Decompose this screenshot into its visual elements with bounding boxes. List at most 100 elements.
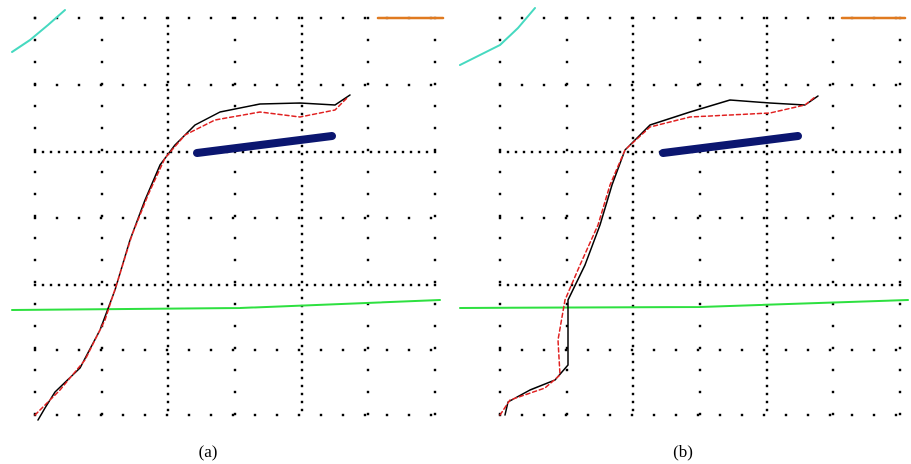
grid-dot — [42, 284, 44, 286]
grid-dot — [188, 84, 190, 86]
grid-dot — [301, 329, 303, 331]
grid-dot — [632, 225, 634, 227]
grid-dot — [587, 151, 589, 153]
grid-dot — [766, 297, 768, 299]
grid-dot — [766, 25, 768, 27]
grid-dot — [78, 17, 80, 19]
grid-dot — [367, 347, 369, 349]
grid-dot — [167, 121, 169, 123]
grid-dot — [747, 284, 749, 286]
grid-dot — [891, 284, 893, 286]
grid-dot — [282, 151, 284, 153]
grid-dot — [587, 349, 589, 351]
grid-dot — [699, 61, 701, 63]
grid-dot — [827, 284, 829, 286]
grid-dot — [741, 349, 743, 351]
grid-dot — [632, 369, 634, 371]
grid-dot — [766, 185, 768, 187]
grid-dot — [499, 303, 501, 305]
grid-dot — [322, 284, 324, 286]
grid-dot — [386, 284, 388, 286]
grid-dot — [609, 414, 611, 416]
grid-dot — [320, 84, 322, 86]
grid-dot — [301, 89, 303, 91]
grid-dot — [100, 17, 102, 19]
grid-dot — [362, 284, 364, 286]
grid-dot — [832, 105, 834, 107]
grid-dot — [314, 284, 316, 286]
grid-dot — [699, 237, 701, 239]
grid-dot — [314, 151, 316, 153]
grid-dot — [579, 284, 581, 286]
grid-dot — [766, 257, 768, 259]
grid-dot — [34, 61, 36, 63]
grid-dot — [154, 284, 156, 286]
grid-dot — [364, 84, 366, 86]
grid-dot — [167, 137, 169, 139]
grid-dot — [338, 151, 340, 153]
grid-dot — [367, 61, 369, 63]
grid-dot — [867, 284, 869, 286]
grid-dot — [899, 61, 901, 63]
grid-dot — [499, 171, 501, 173]
grid-dot — [167, 273, 169, 275]
grid-dot — [747, 151, 749, 153]
grid-dot — [56, 414, 58, 416]
grid-dot — [566, 369, 568, 371]
grid-dot — [539, 151, 541, 153]
grid-dot — [434, 61, 436, 63]
grid-dot — [653, 17, 655, 19]
grid-dot — [301, 385, 303, 387]
grid-dot — [653, 349, 655, 351]
grid-dot — [566, 61, 568, 63]
grid-dot — [276, 17, 278, 19]
grid-dot — [766, 265, 768, 267]
grid-dot — [301, 257, 303, 259]
grid-dot — [632, 401, 634, 403]
grid-dot — [186, 151, 188, 153]
grid-dot — [895, 217, 897, 219]
grid-dot — [276, 84, 278, 86]
grid-dot — [611, 151, 613, 153]
grid-dot — [899, 39, 901, 41]
grid-dot — [342, 414, 344, 416]
grid-dot — [565, 17, 567, 19]
grid-dot — [521, 84, 523, 86]
grid-dot — [899, 127, 901, 129]
grid-dot — [162, 151, 164, 153]
grid-dot — [531, 151, 533, 153]
grid-dot — [632, 281, 634, 283]
grid-dot — [507, 284, 509, 286]
grid-dot — [418, 284, 420, 286]
grid-dot — [434, 151, 436, 153]
grid-dot — [859, 151, 861, 153]
grid-dot — [167, 65, 169, 67]
grid-dot — [632, 145, 634, 147]
grid-dot — [579, 151, 581, 153]
grid-dot — [34, 303, 36, 305]
grid-dot — [367, 281, 369, 283]
grid-dot — [675, 349, 677, 351]
grid-dot — [167, 377, 169, 379]
grid-dot — [301, 401, 303, 403]
grid-dot — [632, 353, 634, 355]
grid-dot — [234, 391, 236, 393]
grid-dot — [699, 284, 701, 286]
grid-dot — [843, 284, 845, 286]
grid-dot — [301, 105, 303, 107]
grid-dot — [763, 414, 765, 416]
grid-dot — [167, 305, 169, 307]
grid-dot — [301, 393, 303, 395]
grid-dot — [210, 217, 212, 219]
grid-dot — [632, 113, 634, 115]
grid-dot — [829, 349, 831, 351]
grid-dot — [699, 391, 701, 393]
grid-dot — [100, 414, 102, 416]
grid-dot — [408, 349, 410, 351]
grid-dot — [306, 284, 308, 286]
grid-dot — [34, 369, 36, 371]
grid-dot — [167, 313, 169, 315]
green-trace — [460, 300, 908, 308]
grid-dot — [234, 127, 236, 129]
grid-dot — [643, 151, 645, 153]
